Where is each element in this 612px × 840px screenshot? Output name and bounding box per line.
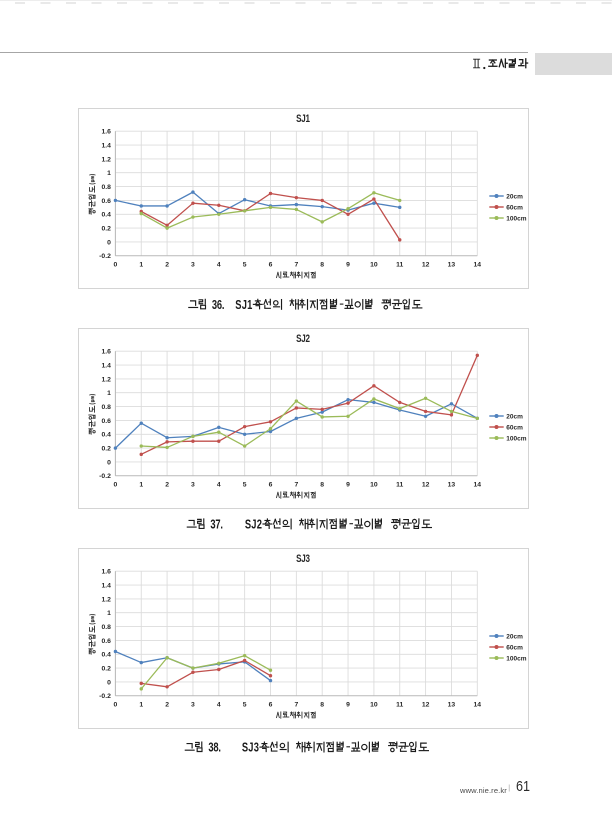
svg-text:0.2: 0.2 <box>101 445 111 452</box>
svg-text:20cm: 20cm <box>506 413 523 420</box>
svg-text:1.6: 1.6 <box>101 129 111 136</box>
svg-text:0: 0 <box>107 239 111 246</box>
svg-text:100cm: 100cm <box>506 655 526 662</box>
svg-text:38.: 38. <box>208 741 221 755</box>
svg-text:-0.2: -0.2 <box>99 253 111 260</box>
svg-text:9: 9 <box>346 481 350 488</box>
svg-text:0.8: 0.8 <box>101 624 111 631</box>
svg-text:12: 12 <box>422 702 430 709</box>
svg-text:60cm: 60cm <box>506 644 523 651</box>
svg-text:3: 3 <box>191 481 195 488</box>
svg-text:6: 6 <box>269 481 273 488</box>
svg-text:SJ1: SJ1 <box>235 299 252 313</box>
svg-text:-0.2: -0.2 <box>99 693 111 700</box>
svg-text:0.6: 0.6 <box>101 638 111 645</box>
svg-text:8: 8 <box>320 262 324 269</box>
svg-text:5: 5 <box>243 702 247 709</box>
svg-text:10: 10 <box>370 262 378 269</box>
svg-text:14: 14 <box>474 481 482 488</box>
svg-text:3: 3 <box>191 262 195 269</box>
svg-text:0.6: 0.6 <box>101 198 111 205</box>
svg-text:1: 1 <box>107 170 111 177</box>
svg-text:1: 1 <box>107 390 111 397</box>
svg-text:9: 9 <box>346 702 350 709</box>
svg-text:0: 0 <box>114 262 118 269</box>
svg-text:100cm: 100cm <box>506 435 526 442</box>
svg-text:SJ2: SJ2 <box>245 518 262 532</box>
svg-text:20cm: 20cm <box>506 193 523 200</box>
svg-text:0.4: 0.4 <box>101 212 111 219</box>
svg-text:13: 13 <box>448 481 456 488</box>
svg-text:1: 1 <box>139 702 143 709</box>
svg-text:0.2: 0.2 <box>101 226 111 233</box>
svg-text:2: 2 <box>165 702 169 709</box>
svg-text:0.8: 0.8 <box>101 403 111 410</box>
svg-text:4: 4 <box>217 262 221 269</box>
svg-text:2: 2 <box>165 481 169 488</box>
svg-text:1.6: 1.6 <box>101 348 111 355</box>
svg-text:4: 4 <box>217 702 221 709</box>
svg-text:1.4: 1.4 <box>101 362 111 369</box>
svg-text:0.2: 0.2 <box>101 666 111 673</box>
svg-text:8: 8 <box>320 702 324 709</box>
svg-text:1.6: 1.6 <box>101 569 111 576</box>
svg-text:1.4: 1.4 <box>101 142 111 149</box>
svg-text:14: 14 <box>474 702 482 709</box>
svg-text:0: 0 <box>114 702 118 709</box>
svg-text:10: 10 <box>370 702 378 709</box>
svg-text:4: 4 <box>217 481 221 488</box>
svg-text:-0.2: -0.2 <box>99 473 111 480</box>
svg-text:37.: 37. <box>210 518 223 532</box>
svg-text:8: 8 <box>320 481 324 488</box>
svg-text:0.4: 0.4 <box>101 431 111 438</box>
svg-text:7: 7 <box>294 481 298 488</box>
svg-text:11: 11 <box>396 481 403 488</box>
svg-text:2: 2 <box>165 262 169 269</box>
svg-text:60cm: 60cm <box>506 204 523 211</box>
svg-text:3: 3 <box>191 702 195 709</box>
svg-text:SJ1: SJ1 <box>296 113 310 126</box>
svg-text:5: 5 <box>243 481 247 488</box>
svg-text:0.6: 0.6 <box>101 417 111 424</box>
svg-text:12: 12 <box>422 481 430 488</box>
svg-text:0.4: 0.4 <box>101 652 111 659</box>
svg-text:9: 9 <box>346 262 350 269</box>
svg-text:1.2: 1.2 <box>101 156 111 163</box>
svg-text:100cm: 100cm <box>506 215 526 222</box>
svg-text:5: 5 <box>243 262 247 269</box>
svg-text:0: 0 <box>107 459 111 466</box>
svg-text:1.2: 1.2 <box>101 596 111 603</box>
svg-text:0.8: 0.8 <box>101 184 111 191</box>
svg-text:1: 1 <box>139 262 143 269</box>
svg-text:SJ3: SJ3 <box>242 741 259 755</box>
svg-text:10: 10 <box>370 481 378 488</box>
svg-text:6: 6 <box>269 262 273 269</box>
svg-text:11: 11 <box>396 262 403 269</box>
svg-text:6: 6 <box>269 702 273 709</box>
svg-text:1.4: 1.4 <box>101 582 111 589</box>
svg-text:7: 7 <box>294 262 298 269</box>
svg-text:12: 12 <box>422 262 430 269</box>
svg-text:1.2: 1.2 <box>101 376 111 383</box>
svg-text:14: 14 <box>474 262 482 269</box>
svg-text:20cm: 20cm <box>506 633 523 640</box>
svg-text:7: 7 <box>294 702 298 709</box>
svg-text:13: 13 <box>448 262 456 269</box>
svg-text:60cm: 60cm <box>506 424 523 431</box>
svg-text:1: 1 <box>107 610 111 617</box>
svg-text:36.: 36. <box>212 299 225 313</box>
svg-text:13: 13 <box>448 702 456 709</box>
svg-text:1: 1 <box>139 481 143 488</box>
svg-text:SJ2: SJ2 <box>296 332 310 345</box>
svg-text:0: 0 <box>107 679 111 686</box>
svg-text:11: 11 <box>396 702 403 709</box>
svg-text:SJ3: SJ3 <box>296 553 310 566</box>
svg-text:0: 0 <box>114 481 118 488</box>
